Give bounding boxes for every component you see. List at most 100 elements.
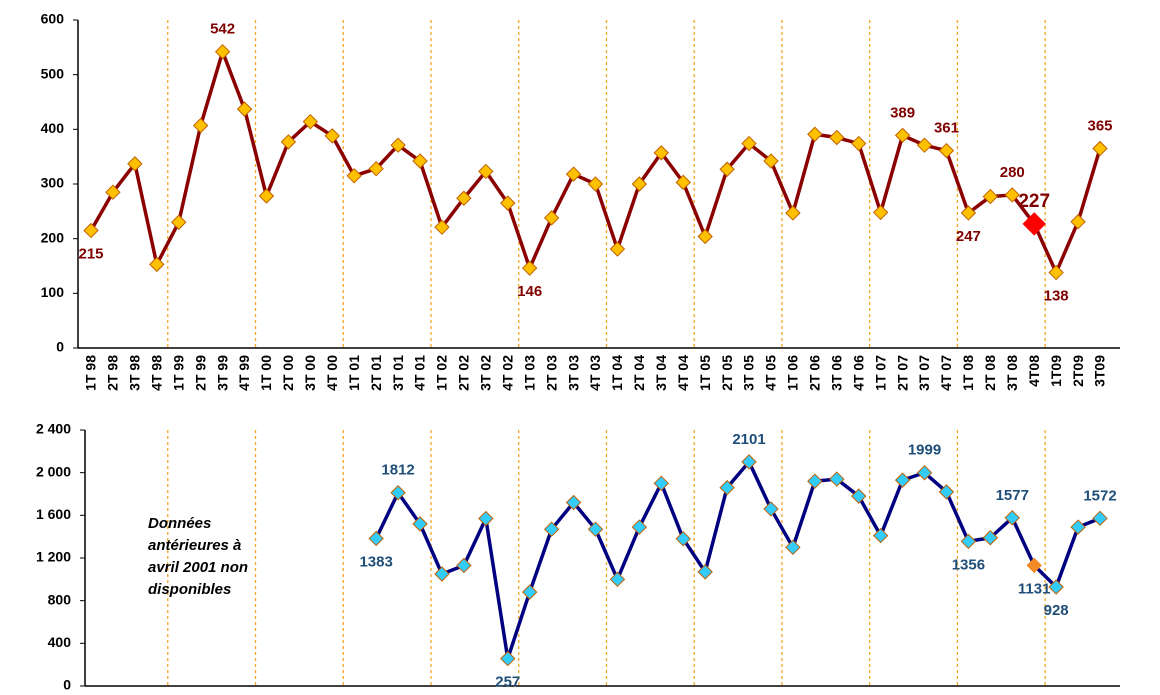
y-tick-label: 0 xyxy=(56,339,64,355)
x-tick-label: 4T 03 xyxy=(587,355,603,391)
data-point xyxy=(456,557,472,574)
y-tick-label: 400 xyxy=(48,634,72,650)
data-point xyxy=(960,205,977,221)
data-label: 247 xyxy=(956,228,981,245)
y-tick-label: 400 xyxy=(41,120,65,136)
data-point xyxy=(565,494,582,511)
x-tick-label: 3T 99 xyxy=(214,355,230,391)
data-point xyxy=(916,465,933,481)
data-point xyxy=(412,153,428,169)
x-tick-label: 1T 00 xyxy=(258,355,274,391)
x-tick-label: 3T 98 xyxy=(127,355,143,391)
data-point xyxy=(982,188,999,205)
data-point xyxy=(763,153,779,169)
data-point xyxy=(631,176,648,192)
x-tick-label: 2T09 xyxy=(1070,355,1086,387)
data-point xyxy=(521,260,538,276)
data-point xyxy=(631,519,648,535)
annotation: avril 2001 non xyxy=(148,559,248,576)
series-line xyxy=(89,49,1102,275)
data-point xyxy=(192,117,209,134)
data-label: 1812 xyxy=(381,462,414,479)
x-tick-label: 1T 03 xyxy=(521,355,537,391)
x-tick-label: 3T 07 xyxy=(916,355,932,391)
data-point xyxy=(719,161,735,177)
data-label: 389 xyxy=(890,104,915,121)
annotation: disponibles xyxy=(148,581,231,598)
x-tick-label: 2T 01 xyxy=(368,355,384,391)
data-point xyxy=(609,241,626,257)
data-point xyxy=(1070,214,1086,230)
x-tick-label: 3T 06 xyxy=(828,355,844,391)
x-tick-label: 1T 06 xyxy=(785,355,801,391)
data-point xyxy=(851,135,867,152)
x-tick-label: 3T 00 xyxy=(302,355,318,391)
data-label: 215 xyxy=(78,245,103,262)
y-tick-label: 1 200 xyxy=(36,549,71,565)
x-tick-label: 1T 98 xyxy=(83,355,99,391)
data-point xyxy=(829,129,845,146)
data-point xyxy=(324,128,340,144)
data-point xyxy=(829,471,845,487)
data-point xyxy=(565,166,582,182)
data-point xyxy=(478,510,494,527)
data-label: 227 xyxy=(1018,191,1050,212)
data-label: 138 xyxy=(1044,288,1069,305)
data-point xyxy=(609,571,626,588)
data-point xyxy=(894,127,911,144)
x-tick-label: 4T 05 xyxy=(763,355,779,391)
data-label: 542 xyxy=(210,21,235,38)
data-label: 1383 xyxy=(359,553,392,570)
data-point xyxy=(456,190,472,206)
data-label: 1577 xyxy=(996,487,1029,504)
data-point xyxy=(258,188,275,204)
x-tick-label: 2T 98 xyxy=(105,355,121,391)
x-tick-label: 3T 04 xyxy=(653,355,669,391)
x-tick-label: 2T 04 xyxy=(631,355,647,391)
data-point xyxy=(960,533,977,550)
x-tick-label: 2T 05 xyxy=(719,355,735,391)
x-tick-label: 2T 06 xyxy=(807,355,823,391)
data-point xyxy=(1048,264,1064,281)
data-label: 361 xyxy=(934,120,959,137)
data-point xyxy=(171,214,187,230)
data-point xyxy=(390,137,406,153)
data-point xyxy=(478,163,494,180)
y-tick-label: 500 xyxy=(41,65,65,81)
data-point xyxy=(500,650,516,667)
data-point xyxy=(938,484,955,500)
data-point xyxy=(302,113,319,130)
data-label: 928 xyxy=(1044,602,1069,619)
x-tick-label: 3T 05 xyxy=(741,355,757,391)
data-point xyxy=(434,566,450,582)
data-point xyxy=(587,521,604,537)
data-point xyxy=(1022,212,1046,236)
data-label: 280 xyxy=(1000,164,1025,181)
data-point xyxy=(916,137,933,153)
data-point xyxy=(412,516,428,532)
x-tick-label: 3T 02 xyxy=(478,355,494,391)
y-tick-label: 2 000 xyxy=(36,463,71,479)
data-point xyxy=(434,219,450,235)
x-tick-label: 4T 04 xyxy=(675,355,691,391)
data-point xyxy=(894,472,911,488)
data-label: 1131 xyxy=(1018,580,1051,597)
data-point xyxy=(807,126,823,142)
x-tick-label: 4T 02 xyxy=(499,355,515,391)
data-point xyxy=(653,475,670,492)
data-label: 1999 xyxy=(908,442,941,459)
data-point xyxy=(280,134,297,150)
data-point xyxy=(368,530,384,547)
data-point xyxy=(83,222,99,239)
data-point xyxy=(587,176,604,192)
data-point xyxy=(872,527,889,544)
x-tick-label: 1T09 xyxy=(1048,355,1064,387)
y-tick-label: 2 400 xyxy=(36,421,71,437)
y-tick-label: 100 xyxy=(41,284,65,300)
data-point xyxy=(390,485,406,501)
data-point xyxy=(1092,140,1108,157)
x-tick-label: 1T 02 xyxy=(434,355,450,391)
data-point xyxy=(1092,510,1108,527)
data-point xyxy=(1026,557,1042,574)
